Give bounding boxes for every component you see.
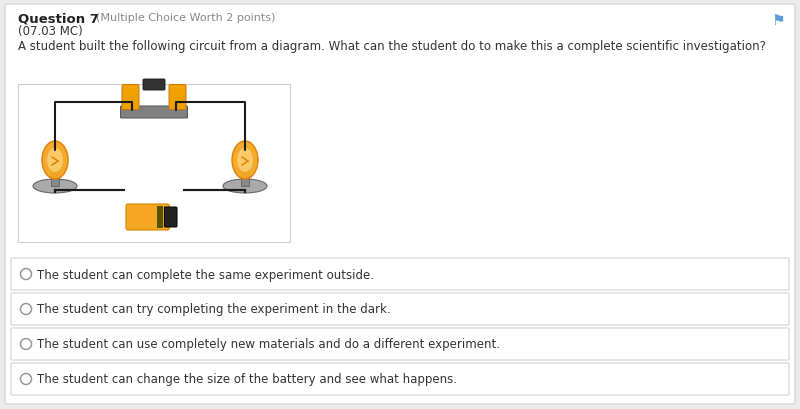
Text: The student can change the size of the battery and see what happens.: The student can change the size of the b… (37, 373, 457, 386)
Ellipse shape (223, 180, 267, 193)
Ellipse shape (237, 148, 253, 173)
FancyBboxPatch shape (126, 204, 170, 230)
Bar (157, 207, 162, 229)
FancyBboxPatch shape (5, 5, 795, 404)
Text: (07.03 MC): (07.03 MC) (18, 25, 82, 38)
FancyBboxPatch shape (18, 85, 290, 243)
Text: (Multiple Choice Worth 2 points): (Multiple Choice Worth 2 points) (96, 13, 275, 23)
FancyBboxPatch shape (11, 363, 789, 395)
Ellipse shape (42, 142, 68, 180)
FancyBboxPatch shape (122, 85, 139, 110)
FancyBboxPatch shape (121, 107, 187, 119)
Ellipse shape (47, 148, 63, 173)
Text: A student built the following circuit from a diagram. What can the student do to: A student built the following circuit fr… (18, 40, 766, 53)
Ellipse shape (232, 142, 258, 180)
Circle shape (21, 373, 31, 384)
Text: The student can use completely new materials and do a different experiment.: The student can use completely new mater… (37, 338, 500, 351)
Text: The student can try completing the experiment in the dark.: The student can try completing the exper… (37, 303, 390, 316)
FancyBboxPatch shape (169, 85, 186, 110)
FancyBboxPatch shape (143, 80, 165, 91)
FancyBboxPatch shape (11, 293, 789, 325)
FancyBboxPatch shape (11, 328, 789, 360)
Bar (241, 169, 249, 187)
Ellipse shape (33, 180, 77, 193)
FancyBboxPatch shape (11, 258, 789, 290)
Text: Question 7: Question 7 (18, 13, 99, 26)
Circle shape (21, 339, 31, 350)
Circle shape (21, 269, 31, 280)
Circle shape (21, 304, 31, 315)
Bar (51, 169, 59, 187)
Text: ⚑: ⚑ (771, 13, 785, 28)
FancyBboxPatch shape (165, 207, 177, 227)
Text: The student can complete the same experiment outside.: The student can complete the same experi… (37, 268, 374, 281)
